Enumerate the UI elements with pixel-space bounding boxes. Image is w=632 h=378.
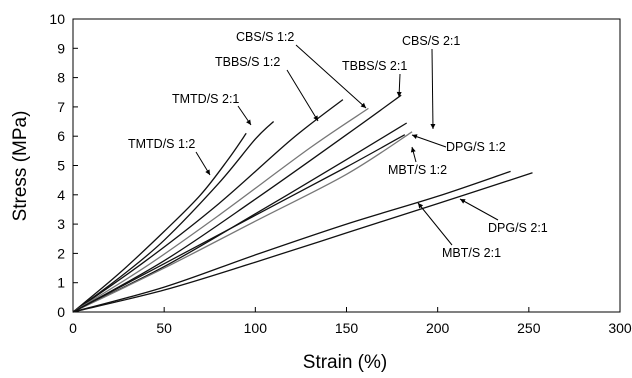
series-line-cbs-s-1-2 (72, 107, 369, 313)
arrowhead-mbt-s-2-1 (418, 203, 424, 209)
y-tick-label: 7 (57, 99, 65, 115)
series-line-tbbs-s-2-1 (72, 94, 402, 313)
annotation-mbt-s-1-2: MBT/S 1:2 (388, 163, 447, 177)
y-tick-label: 3 (57, 216, 65, 232)
y-tick-label: 2 (57, 245, 65, 261)
y-tick-label: 5 (57, 158, 65, 174)
x-tick-label: 150 (335, 320, 359, 336)
annotation-tbbs-s-1-2: TBBS/S 1:2 (215, 55, 280, 69)
y-axis-label: Stress (MPa) (10, 111, 31, 222)
series-curves (72, 94, 533, 313)
leader-line-dpg-s-2-1 (459, 198, 499, 221)
series-line-mbt-s-1-2 (72, 134, 406, 313)
y-tick-label: 6 (57, 128, 65, 144)
y-tick-label: 9 (57, 40, 65, 56)
annotation-dpg-s-2-1: DPG/S 2:1 (488, 221, 548, 235)
y-tick-label: 8 (57, 70, 65, 86)
annotation-cbs-s-1-2: CBS/S 1:2 (236, 30, 294, 44)
leader-line-cbs-s-2-1 (431, 48, 434, 130)
x-axis-label: Strain (%) (303, 352, 387, 373)
annotation-tmtd-s-2-1: TMTD/S 2:1 (172, 92, 239, 106)
y-axis-ticks: 0 1 2 3 4 5 6 7 8 9 10 (49, 11, 78, 320)
arrowhead-tmtd-s-1-2 (205, 169, 210, 175)
series-line-tbbs-s-1-2 (72, 99, 344, 313)
series-line-tmtd-s-1-2 (72, 132, 247, 313)
annotation-tmtd-s-1-2: TMTD/S 1:2 (128, 137, 195, 151)
annotation-cbs-s-2-1: CBS/S 2:1 (402, 34, 460, 48)
y-tick-label: 10 (49, 11, 65, 27)
arrowhead-mbt-s-1-2 (410, 147, 416, 153)
x-tick-label: 200 (426, 320, 450, 336)
series-line-tmtd-s-2-1 (72, 121, 275, 313)
y-tick-label: 4 (57, 187, 65, 203)
arrowhead-dpg-s-2-1 (460, 199, 466, 204)
leader-line-mbt-s-2-1 (417, 202, 453, 246)
series-line-dpg-s-1-2 (72, 131, 413, 313)
x-tick-label: 250 (517, 320, 541, 336)
leader-line-dpg-s-1-2 (411, 134, 447, 148)
leader-line-tbbs-s-1-2 (286, 69, 319, 122)
x-tick-label: 300 (608, 320, 632, 336)
arrowhead-tbbs-s-2-1 (396, 91, 402, 97)
series-line-cbs-s-2-1 (72, 122, 408, 313)
arrowhead-tmtd-s-2-1 (246, 119, 251, 125)
annotation-dpg-s-1-2: DPG/S 1:2 (446, 140, 506, 154)
arrowhead-cbs-s-2-1 (430, 124, 436, 129)
y-tick-label: 1 (57, 275, 65, 291)
y-tick-label: 0 (57, 304, 65, 320)
x-tick-label: 100 (244, 320, 268, 336)
x-axis-ticks: 0 50 100 150 200 250 300 (69, 307, 632, 336)
series-line-dpg-s-2-1 (72, 172, 533, 313)
leader-line-cbs-s-1-2 (295, 44, 367, 109)
x-tick-label: 0 (69, 320, 77, 336)
curve-annotations: TMTD/S 1:2 TMTD/S 2:1 TBBS/S 1:2 CBS/S 1:2 T… (128, 30, 548, 260)
arrowhead-tbbs-s-1-2 (313, 115, 318, 121)
annotation-mbt-s-2-1: MBT/S 2:1 (442, 246, 501, 260)
x-tick-label: 50 (156, 320, 172, 336)
series-line-mbt-s-2-1 (72, 170, 511, 313)
arrowhead-cbs-s-1-2 (360, 102, 366, 108)
arrowhead-dpg-s-1-2 (412, 134, 418, 139)
annotation-tbbs-s-2-1: TBBS/S 2:1 (342, 59, 407, 73)
